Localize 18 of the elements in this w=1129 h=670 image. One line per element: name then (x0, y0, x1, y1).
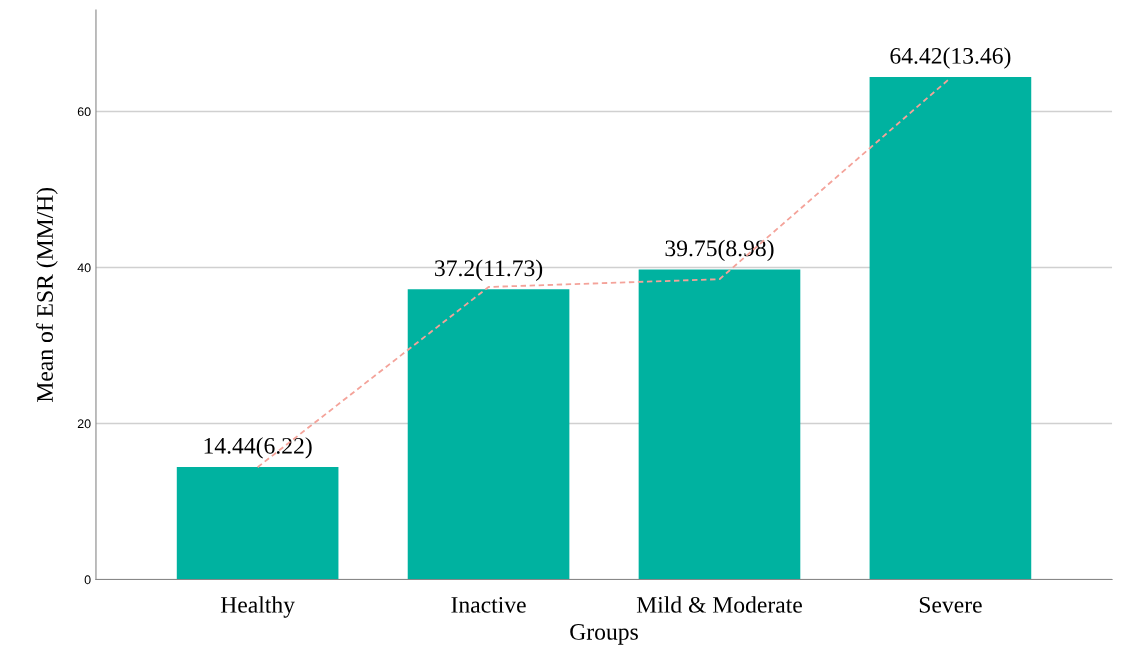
x-tick-label: Healthy (220, 596, 295, 618)
data-label: 39.75(8.98) (665, 239, 774, 262)
x-tick-label: Inactive (451, 596, 526, 613)
x-tick-label: Severe (919, 596, 982, 613)
data-label: 14.44(6.22) (204, 437, 312, 459)
y-tick-label: 60 (77, 107, 91, 117)
y-tick-label: 20 (77, 419, 91, 429)
bar (176, 466, 339, 580)
y-axis-title: Mean of ESR (MM/H) (36, 187, 58, 402)
x-tick-label: Mild & Moderate (636, 596, 802, 613)
bar (638, 269, 801, 580)
x-axis-title: Groups (570, 624, 638, 645)
y-tick-label: 40 (77, 263, 91, 273)
bar (407, 289, 570, 580)
bar (869, 76, 1032, 580)
data-label: 64.42(13.46) (890, 47, 1011, 69)
y-tick-label: 0 (84, 575, 91, 585)
data-label: 37.2(11.73) (435, 259, 543, 282)
